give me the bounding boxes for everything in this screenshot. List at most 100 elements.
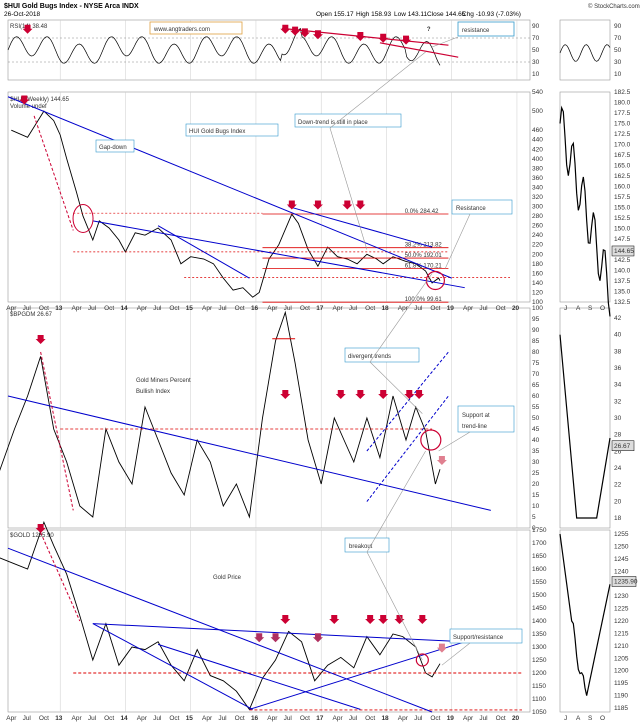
rsi-inset-tick: 10 [614,71,622,78]
gold-tick-left: 1450 [532,605,547,612]
gold-tick-right: 1185 [614,705,628,712]
bpgdm-tick-left: 10 [532,503,540,510]
x-axis-label: Apr [6,715,17,722]
hui-dashed-arrow-line [33,115,74,231]
gold-tick-left: 1500 [532,592,547,599]
x-axis-label: Jul [414,715,423,722]
hui-tick-left: 300 [532,204,543,211]
hui-tick-left: 100 [532,299,543,306]
rsi-tick: 10 [532,71,540,78]
gold-tick-right: 1195 [614,680,628,687]
x-axis-label: Jul [153,715,162,722]
bpgdm-tick-right: 40 [614,332,622,339]
gold-arrow-icon [312,633,323,643]
x-axis-label: 14 [120,715,128,722]
x-axis-label: Oct [365,715,375,722]
gold-tick-right: 1190 [614,693,628,700]
bpgdm-last-value: 26.67 [614,443,631,450]
x-axis-label: Apr [202,715,213,722]
fib-label: 100.0% 99.61 [405,297,443,303]
bpgdm-last-box [611,440,635,451]
hui-tick-right: 157.5 [614,194,631,201]
bpgdm-trendline [7,395,491,511]
hui-title: HUI Gold Bugs Index [189,129,245,135]
hui-tick-left: 440 [532,137,543,144]
breakout-label: breakout [349,544,373,550]
gold-tick-right: 1225 [614,606,629,613]
hui-tick-right: 135.0 [614,289,631,296]
rsi-resistance-label: resistance [462,28,490,34]
x-axis-label: Apr [333,305,344,312]
connector-line [329,51,426,129]
bpgdm-tick-right: 36 [614,365,622,372]
rsi-resistance-line [281,27,449,46]
sr-label: Support/resistance [453,635,504,641]
hui-tick-left: 320 [532,194,543,201]
x-axis-label: Jul [479,715,488,722]
divergent-box [344,347,420,363]
hui-tick-right: 175.0 [614,121,631,128]
watermark-box [149,21,243,35]
x-axis-label: Jul [88,305,97,312]
inset-x-label: A [576,715,581,722]
hui-tick-right: 162.5 [614,173,631,180]
hui-arrow-icon [342,200,353,210]
x-axis-label: Jul [88,715,97,722]
hui-tick-right: 147.5 [614,236,631,243]
connector-line [432,36,459,48]
rsi-inset-line [559,44,611,62]
hui-tick-right: 160.0 [614,184,631,191]
hui-last-value: 144.65 [614,248,634,255]
bpgdm-tick-left: 30 [532,459,540,466]
bpgdm-tick-left: 40 [532,437,540,444]
bpgdm-tick-right: 30 [614,415,622,422]
gold-arrow-icon [394,615,405,624]
gold-tick-left: 1550 [532,579,547,586]
gold-last-value: 1235.90 [614,578,638,585]
bpgdm-tick-left: 20 [532,481,540,488]
x-axis-label: Oct [104,305,114,312]
gold-tick-left: 1350 [532,631,547,638]
bpgdm-tick-right: 42 [614,315,622,322]
hui-tick-left: 500 [532,108,543,115]
hui-tick-right: 177.5 [614,110,631,117]
inset-x-label: J [564,715,567,722]
gold-trendline-c [157,643,361,710]
x-axis-label: Oct [430,715,440,722]
bpgdm-dashed-arrow-line [40,351,74,511]
gold-line [0,520,441,711]
x-axis-label: 16 [251,305,259,312]
inset-x-label: S [588,715,593,722]
x-axis-label: Apr [398,715,409,722]
gold-tick-left: 1150 [532,683,546,690]
bpgdm-tick-left: 95 [532,316,540,323]
connector-line [369,273,433,363]
gold-tick-left: 1650 [532,553,547,560]
inset-frame-hui [559,91,611,303]
gold-trendline-b [249,641,465,710]
bpgdm-tick-left: 15 [532,492,540,499]
x-axis-label: Jul [284,305,293,312]
bpgdm-dashed-trend-b [366,351,449,452]
connector-line [366,450,426,553]
rsi-resistance-box [457,21,515,37]
x-axis-label: Oct [300,305,310,312]
gold-circle [415,653,429,667]
x-axis-label: 16 [251,715,259,722]
rsi-arrow-icon [280,24,291,34]
x-axis-label: Apr [267,715,278,722]
hui-tick-left: 380 [532,165,543,172]
bpgdm-tick-left: 80 [532,349,540,356]
hui-tick-right: 150.0 [614,226,631,233]
bpgdm-arrow-icon [414,390,425,399]
bpgdm-line [0,310,441,519]
header-change: Chg -10.93 (-7.03%) [462,11,521,18]
gold-tick-right: 1200 [614,668,629,675]
bpgdm-tick-left: 60 [532,393,540,400]
header-title: $HUI Gold Bugs Index - NYSE Arca INDX [4,3,139,10]
bpgdm-title-1: Gold Miners Percent [136,378,191,384]
hui-trendline-lower [92,220,465,289]
rsi-tick: 50 [532,47,540,54]
rsi-inset-tick: 30 [614,59,622,66]
bpgdm-tick-left: 100 [532,305,543,312]
